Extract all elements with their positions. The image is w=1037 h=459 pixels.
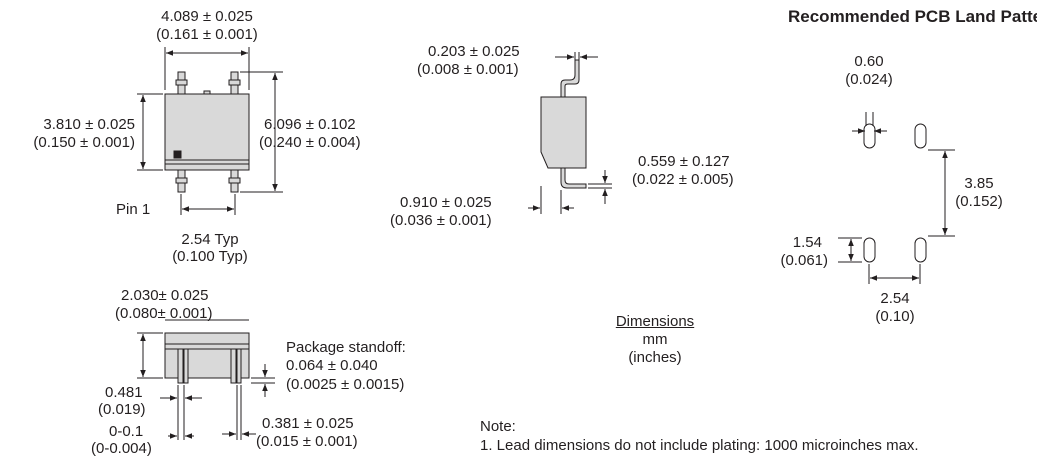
lead-thickness-in: (0.008 ± 0.001) xyxy=(417,61,519,78)
pitch-in: (0.100 Typ) xyxy=(172,248,248,265)
front-view-drawing xyxy=(137,319,275,440)
land-pad-2 xyxy=(914,123,927,149)
land-pattern-drawing xyxy=(838,112,955,284)
top-width-in: (0.161 ± 0.001) xyxy=(156,26,258,43)
top-span-in: (0.240 ± 0.004) xyxy=(259,134,361,151)
pad-length-in: (0.061) xyxy=(780,252,828,269)
top-span-mm: 6.096 ± 0.102 xyxy=(264,116,356,133)
top-height-in: (0.150 ± 0.001) xyxy=(33,134,135,151)
land-pad-4 xyxy=(914,237,927,263)
land-pad-3 xyxy=(863,237,876,263)
top-view-drawing xyxy=(137,47,283,215)
land-pattern-title: Recommended PCB Land Pattern xyxy=(788,7,1037,26)
foot-length-in: (0.036 ± 0.001) xyxy=(390,212,492,229)
row-pitch-mm: 3.85 xyxy=(964,175,994,192)
top-width-mm: 4.089 ± 0.025 xyxy=(161,8,253,25)
lead-width2-mm: 0.381 ± 0.025 xyxy=(262,415,354,432)
dimensions-unit: mm xyxy=(642,331,668,348)
note-line1: 1. Lead dimensions do not include platin… xyxy=(480,437,919,454)
pad-length-mm: 1.54 xyxy=(792,234,822,251)
dimensions-heading: Dimensions xyxy=(615,313,695,330)
col-pitch-in: (0.10) xyxy=(875,308,915,325)
foot-height-in: (0.022 ± 0.005) xyxy=(632,171,734,188)
lead-thickness-mm: 0.203 ± 0.025 xyxy=(428,43,520,60)
standoff-label: Package standoff: xyxy=(286,339,406,356)
col-pitch-mm: 2.54 xyxy=(880,290,910,307)
front-height-mm: 2.030± 0.025 xyxy=(121,287,209,304)
lead-width-mm: 0.481 xyxy=(105,384,143,401)
pitch-mm: 2.54 Typ xyxy=(181,231,239,248)
offset-in: (0-0.004) xyxy=(91,440,152,457)
offset-mm: 0-0.1 xyxy=(109,423,144,440)
side-view-body xyxy=(540,96,587,169)
standoff-mm: 0.064 ± 0.040 xyxy=(286,357,378,374)
side-view-drawing xyxy=(528,52,612,214)
pad-width-mm: 0.60 xyxy=(854,53,884,70)
standoff-in: (0.0025 ± 0.0015) xyxy=(286,376,405,393)
note-heading: Note: xyxy=(480,418,516,435)
lead-width-in: (0.019) xyxy=(98,401,146,418)
pin1-marker xyxy=(173,150,182,159)
lead-width2-in: (0.015 ± 0.001) xyxy=(256,433,358,450)
row-pitch-in: (0.152) xyxy=(955,193,1003,210)
top-view-body xyxy=(164,93,250,171)
pad-width-in: (0.024) xyxy=(845,71,893,88)
foot-height-mm: 0.559 ± 0.127 xyxy=(638,153,730,170)
pin1-label: Pin 1 xyxy=(116,201,151,218)
land-pad-1 xyxy=(863,123,876,149)
foot-length-mm: 0.910 ± 0.025 xyxy=(400,194,492,211)
dimensions-unit-alt: (inches) xyxy=(628,349,682,366)
front-height-in: (0.080± 0.001) xyxy=(115,305,213,322)
top-height-mm: 3.810 ± 0.025 xyxy=(43,116,135,133)
